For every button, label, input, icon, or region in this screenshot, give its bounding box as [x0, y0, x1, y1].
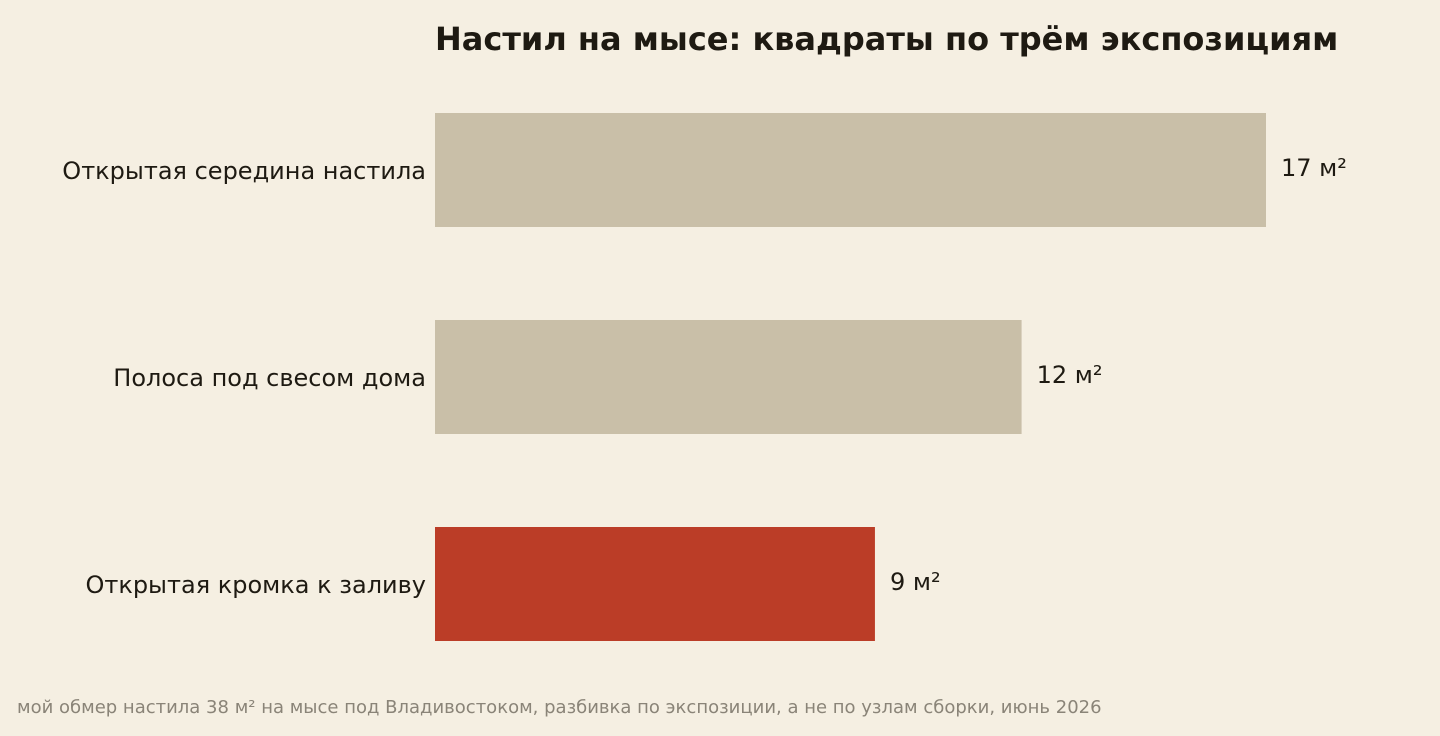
bar [435, 527, 875, 641]
bar [435, 113, 1266, 227]
category-label: Открытая середина настила [62, 157, 426, 185]
category-label: Открытая кромка к заливу [85, 571, 426, 599]
bar [435, 320, 1022, 434]
chart-title: Настил на мысе: квадраты по трём экспози… [435, 20, 1338, 58]
value-label: 17 м² [1281, 154, 1347, 182]
value-label: 9 м² [890, 568, 941, 596]
caption: мой обмер настила 38 м² на мысе под Влад… [17, 697, 1102, 718]
value-label: 12 м² [1037, 361, 1103, 389]
category-label: Полоса под свесом дома [113, 364, 426, 392]
